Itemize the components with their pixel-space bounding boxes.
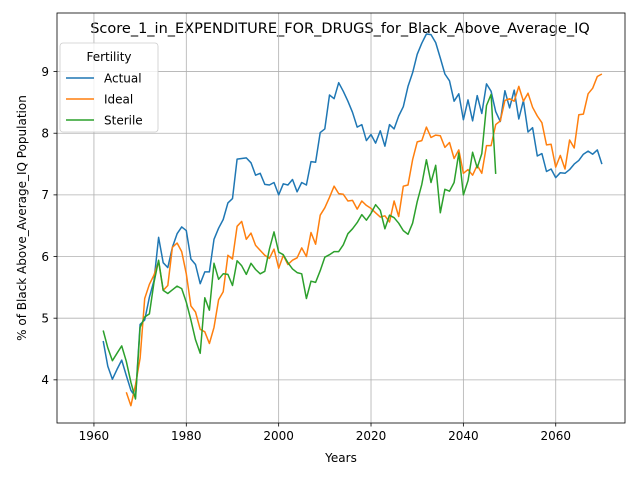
- series-line-actual: [102, 33, 603, 398]
- plot-frame: [56, 12, 626, 424]
- y-tick-label: 8: [41, 127, 49, 141]
- legend-label-ideal: Ideal: [104, 92, 133, 106]
- legend-box: [59, 42, 159, 133]
- legend-label-actual: Actual: [104, 71, 142, 85]
- y-tick-label: 6: [41, 250, 49, 264]
- x-tick-label: 2000: [263, 429, 294, 443]
- legend-title: Fertility: [86, 50, 131, 64]
- y-tick-label: 9: [41, 65, 49, 79]
- series-line-sterile: [102, 93, 497, 400]
- y-axis-ticks: 4 5 6 7 8 9: [41, 65, 57, 387]
- x-axis-ticks: 1960 1980 2000 2020 2040 2060: [79, 423, 571, 443]
- y-tick-label: 4: [41, 373, 49, 387]
- x-tick-label: 1980: [171, 429, 202, 443]
- y-axis-label: % of Black Above_Average_IQ Population: [15, 95, 29, 341]
- x-axis-label: Years: [324, 451, 357, 465]
- x-tick-label: 2060: [540, 429, 571, 443]
- x-tick-label: 2040: [448, 429, 479, 443]
- legend: Fertility Actual Ideal Sterile: [59, 42, 159, 133]
- legend-label-sterile: Sterile: [104, 113, 143, 127]
- y-tick-label: 7: [41, 188, 49, 202]
- x-tick-label: 1960: [79, 429, 110, 443]
- series-lines: [102, 33, 603, 407]
- chart-title: Score_1_in_EXPENDITURE_FOR_DRUGS_for_Bla…: [90, 21, 590, 37]
- x-tick-label: 2020: [356, 429, 387, 443]
- series-line-ideal: [125, 73, 603, 407]
- y-tick-label: 5: [41, 311, 49, 325]
